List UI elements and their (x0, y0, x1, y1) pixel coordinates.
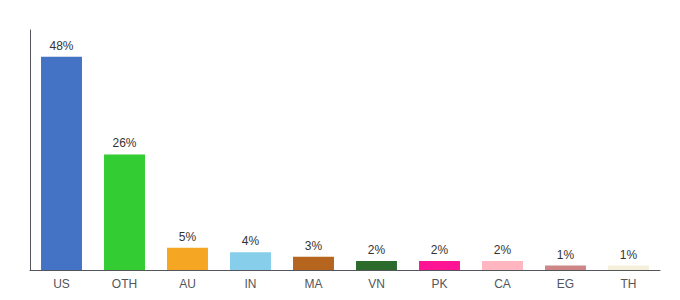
svg-text:4%: 4% (242, 234, 260, 248)
svg-text:26%: 26% (112, 136, 136, 150)
svg-text:MA: MA (305, 277, 323, 291)
svg-text:2%: 2% (431, 243, 449, 257)
svg-text:2%: 2% (368, 243, 386, 257)
svg-text:3%: 3% (305, 239, 323, 253)
svg-text:1%: 1% (620, 248, 638, 262)
svg-text:IN: IN (245, 277, 257, 291)
svg-text:CA: CA (494, 277, 511, 291)
svg-text:TH: TH (621, 277, 637, 291)
svg-text:2%: 2% (494, 243, 512, 257)
svg-text:AU: AU (179, 277, 196, 291)
svg-text:OTH: OTH (112, 277, 137, 291)
svg-text:VN: VN (368, 277, 385, 291)
svg-text:1%: 1% (557, 248, 575, 262)
svg-text:EG: EG (557, 277, 574, 291)
svg-text:48%: 48% (49, 39, 73, 53)
svg-text:5%: 5% (179, 230, 197, 244)
svg-text:US: US (53, 277, 70, 291)
svg-text:PK: PK (431, 277, 447, 291)
